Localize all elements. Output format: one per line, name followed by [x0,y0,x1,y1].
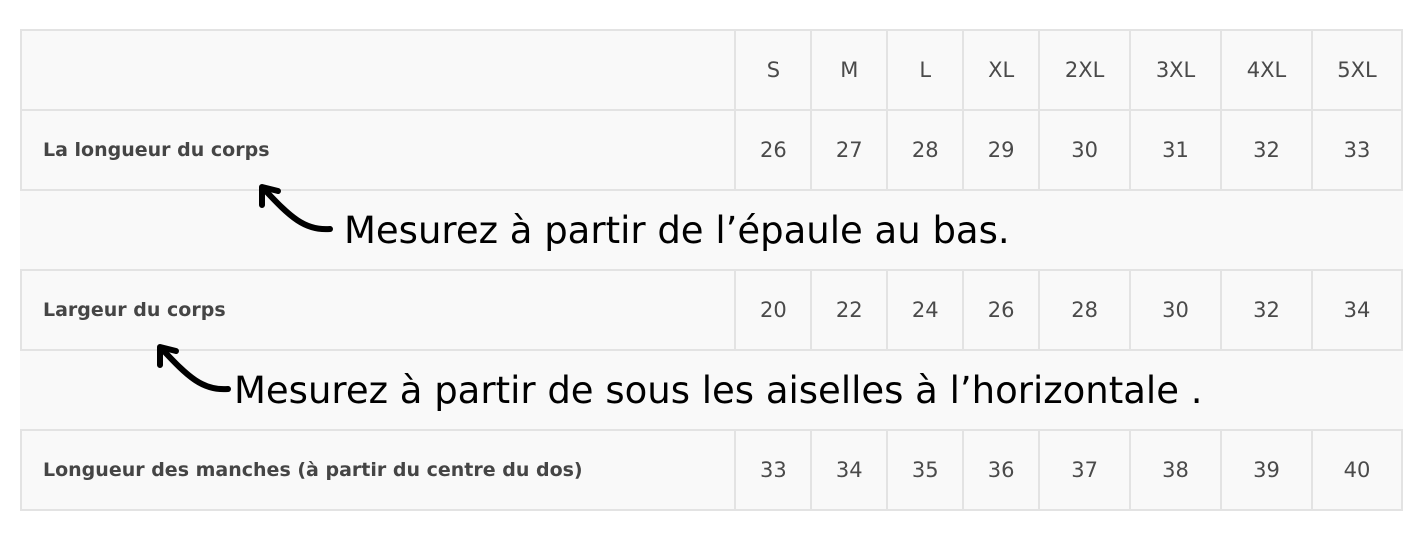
size-header-l: L [886,29,965,111]
table-row: Longueur des manches (à partir du centre… [19,429,1403,511]
value-cell: 26 [734,109,813,191]
header-row: S M L XL 2XL 3XL 4XL 5XL [19,29,1403,111]
value-cell: 28 [1038,269,1132,351]
header-empty-cell [19,29,737,111]
value-cell: 29 [962,109,1041,191]
value-cell: 37 [1038,429,1132,511]
curved-arrow-icon [157,344,231,393]
measurement-note: Mesurez à partir de sous les aiselles à … [234,369,1203,412]
size-header-4xl: 4XL [1220,29,1313,111]
note-row: Mesurez à partir de sous les aiselles à … [20,344,1403,431]
size-header-s: S [734,29,813,111]
row-label: Longueur des manches (à partir du centre… [19,429,737,511]
size-header-2xl: 2XL [1038,29,1132,111]
value-cell: 34 [1310,269,1403,351]
size-chart-table: S M L XL 2XL 3XL 4XL 5XL La longueur du corps 26… [19,29,1403,511]
curved-arrow-icon [259,184,333,233]
value-cell: 38 [1129,429,1223,511]
value-cell: 32 [1220,269,1313,351]
table-row: La longueur du corps 26 27 28 29 30 31 32 33 [19,109,1403,191]
size-header-3xl: 3XL [1129,29,1223,111]
value-cell: 33 [1310,109,1403,191]
value-cell: 32 [1220,109,1313,191]
value-cell: 34 [810,429,889,511]
measurement-note: Mesurez à partir de l’épaule au bas. [344,209,1010,252]
value-cell: 28 [886,109,965,191]
value-cell: 22 [810,269,889,351]
note-row: Mesurez à partir de l’épaule au bas. [20,184,1403,271]
value-cell: 40 [1310,429,1403,511]
value-cell: 35 [886,429,965,511]
value-cell: 20 [734,269,813,351]
value-cell: 27 [810,109,889,191]
value-cell: 30 [1129,269,1223,351]
value-cell: 24 [886,269,965,351]
value-cell: 39 [1220,429,1313,511]
value-cell: 36 [962,429,1041,511]
value-cell: 33 [734,429,813,511]
value-cell: 30 [1038,109,1132,191]
size-header-m: M [810,29,889,111]
value-cell: 26 [962,269,1041,351]
row-label: Largeur du corps [19,269,737,351]
row-label: La longueur du corps [19,109,737,191]
table-row: Largeur du corps 20 22 24 26 28 30 32 34 [19,269,1403,351]
size-header-xl: XL [962,29,1041,111]
value-cell: 31 [1129,109,1223,191]
size-header-5xl: 5XL [1310,29,1403,111]
